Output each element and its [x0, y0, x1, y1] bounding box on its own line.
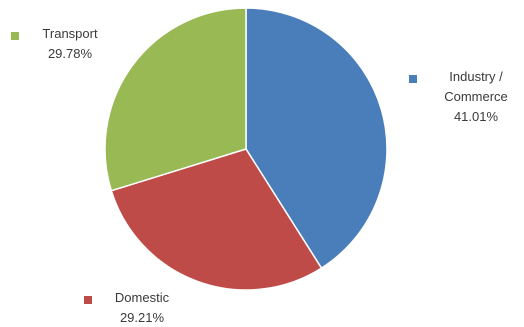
- label-marker-industry-commerce: [409, 75, 417, 83]
- category-label-domestic: Domestic: [115, 290, 170, 305]
- value-label-domestic: 29.21%: [120, 310, 165, 325]
- category-label-transport: Transport: [42, 26, 98, 41]
- pie-slices: [104, 7, 388, 291]
- value-label-transport: 29.78%: [48, 46, 93, 61]
- pie-slice-transport: [104, 7, 247, 192]
- pie-slice-domestic: [110, 148, 323, 291]
- label-marker-domestic: [84, 296, 92, 304]
- pie-slice-industry-commerce: [245, 7, 388, 270]
- label-marker-transport: [11, 32, 19, 40]
- category-label-industry-commerce: Industry /: [449, 69, 503, 84]
- value-label-industry-commerce: 41.01%: [454, 109, 499, 124]
- category-label-industry-commerce: Commerce: [444, 89, 508, 104]
- pie-labels: Industry / Commerce 41.01% Domestic 29.21% Tr…: [11, 26, 508, 325]
